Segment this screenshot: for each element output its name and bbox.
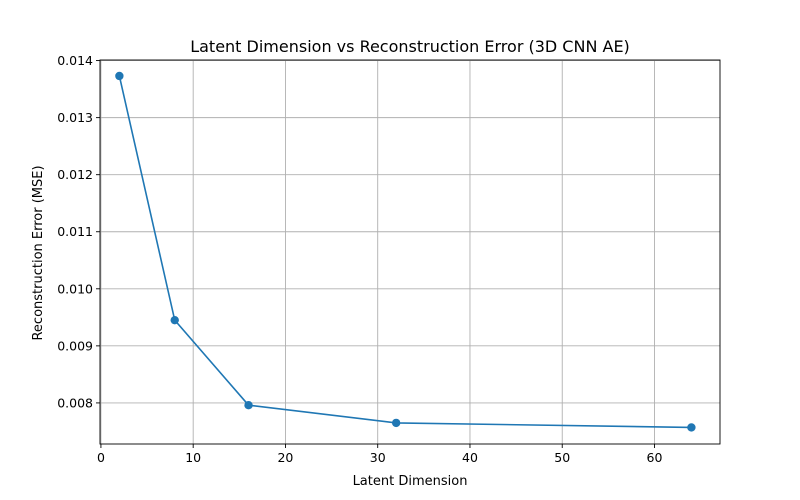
data-point (244, 401, 253, 410)
chart-title: Latent Dimension vs Reconstruction Error… (190, 37, 630, 56)
x-tick-label: 0 (97, 450, 105, 465)
x-tick-label: 20 (277, 450, 293, 465)
y-axis: 0.008 0.009 0.010 0.011 0.012 0.013 0.014 (57, 53, 100, 410)
plot-frame (99, 59, 721, 445)
y-tick-label: 0.014 (57, 53, 93, 68)
series-line (118, 75, 692, 429)
data-point (391, 418, 401, 428)
x-axis-label: Latent Dimension (353, 474, 468, 489)
y-tick-label: 0.010 (57, 281, 93, 296)
y-tick-label: 0.012 (57, 167, 93, 182)
y-tick-label: 0.008 (57, 395, 93, 410)
series-layer (115, 71, 696, 432)
data-point (115, 71, 124, 81)
grid (100, 60, 720, 444)
y-tick-label: 0.011 (57, 224, 93, 239)
x-tick-label: 50 (554, 450, 570, 465)
y-tick-label: 0.009 (57, 338, 93, 353)
x-tick-label: 40 (462, 450, 478, 465)
data-point (170, 315, 179, 325)
data-point (687, 423, 696, 432)
y-tick-label: 0.013 (57, 110, 93, 125)
x-tick-label: 60 (647, 450, 663, 465)
x-axis: 0 10 20 30 40 50 60 (97, 444, 663, 465)
y-axis-label: Reconstruction Error (MSE) (31, 165, 46, 340)
x-tick-label: 30 (370, 450, 386, 465)
x-tick-label: 10 (185, 450, 201, 465)
